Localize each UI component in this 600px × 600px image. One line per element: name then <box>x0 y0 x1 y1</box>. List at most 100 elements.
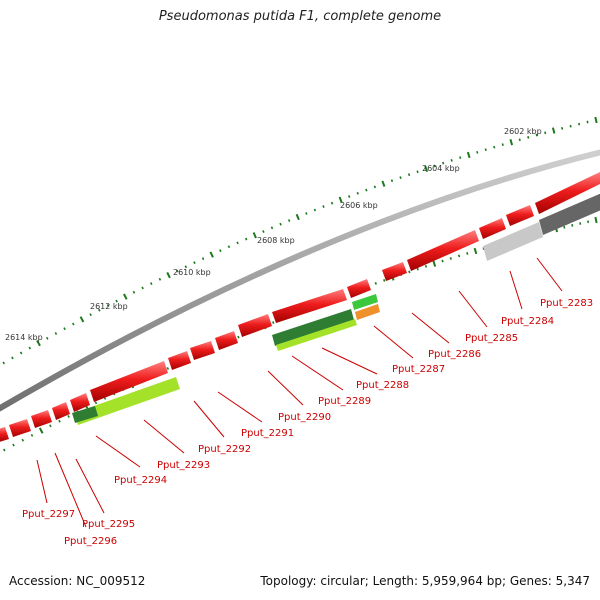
scale-tick <box>166 367 170 370</box>
gene-track <box>0 172 600 442</box>
scale-tick <box>106 304 110 308</box>
gene-arrow[interactable] <box>215 331 238 350</box>
gene-label[interactable]: Pput_2286 <box>428 349 481 360</box>
gene-label[interactable]: Pput_2296 <box>64 536 117 547</box>
feature-bar-dark-green[interactable] <box>72 406 98 423</box>
genome-summary: Topology: circular; Length: 5,959,964 bp… <box>260 574 590 588</box>
callout-line <box>411 312 450 344</box>
scale-tick <box>201 257 205 261</box>
gene-arrow[interactable] <box>190 341 215 360</box>
kbp-label: 2608 kbp <box>257 236 295 245</box>
scale-tick <box>433 164 436 168</box>
gene-label[interactable]: Pput_2287 <box>392 364 445 375</box>
scale-tick <box>407 173 411 177</box>
gene-label[interactable]: Pput_2293 <box>157 460 210 471</box>
accession-label: Accession: NC_009512 <box>9 574 146 588</box>
scale-tick <box>45 336 49 340</box>
scale-tick <box>262 230 265 233</box>
gene-arrow[interactable] <box>70 393 90 412</box>
feature-bar-light-green[interactable] <box>276 319 357 351</box>
scale-tick <box>30 433 34 437</box>
gene-arrow[interactable] <box>31 410 52 428</box>
scale-tick <box>11 356 14 360</box>
kbp-label: 2606 kbp <box>340 201 378 210</box>
scale-tick <box>373 185 377 189</box>
gene-arrow[interactable] <box>479 218 506 239</box>
gene-arrow[interactable] <box>347 279 371 298</box>
feature-bar-dark-green[interactable] <box>272 309 354 346</box>
scale-tick <box>184 265 188 269</box>
gene-label[interactable]: Pput_2297 <box>22 509 75 520</box>
scale-tick <box>12 443 15 447</box>
scale-tick <box>305 212 308 215</box>
feature-bar-green[interactable] <box>352 294 378 310</box>
gene-arrow[interactable] <box>506 205 534 226</box>
scale-tick <box>399 176 402 180</box>
gene-arrow[interactable] <box>52 402 70 420</box>
scale-tick <box>544 131 547 135</box>
scale-tick <box>408 270 411 274</box>
scale-tick <box>72 322 75 326</box>
scale-tick <box>115 299 118 303</box>
gene-label[interactable]: Pput_2292 <box>198 444 251 455</box>
scale-tick <box>466 151 471 159</box>
gene-arrow[interactable] <box>0 427 9 442</box>
scale-tick <box>441 259 444 263</box>
scale-tick <box>527 136 530 139</box>
gene-arrow[interactable] <box>9 419 31 437</box>
scale-tick <box>459 156 462 160</box>
gene-arrow[interactable] <box>168 351 191 370</box>
scale-tick <box>49 424 52 428</box>
gene-label[interactable]: Pput_2291 <box>241 428 294 439</box>
scale-tick <box>79 316 85 323</box>
scale-tick <box>2 361 6 365</box>
scale-tick <box>374 281 377 285</box>
scale-tick <box>383 279 386 282</box>
gene-label[interactable]: Pput_2284 <box>501 316 554 327</box>
scale-tick <box>166 271 171 279</box>
genome-backbone-arc <box>0 149 600 412</box>
scale-tick <box>416 170 419 174</box>
callout-line <box>54 452 87 528</box>
kbp-label: 2612 kbp <box>90 302 128 311</box>
scale-tick <box>28 346 32 350</box>
feature-bar-orange[interactable] <box>355 304 380 320</box>
gene-arrow[interactable] <box>535 172 600 214</box>
gene-label[interactable]: Pput_2283 <box>540 298 593 309</box>
scale-labels: 2602 kbp 2604 kbp 2606 kbp 2608 kbp 2610… <box>5 127 542 342</box>
gene-label[interactable]: Pput_2294 <box>114 475 167 486</box>
scale-tick <box>244 237 248 241</box>
scale-tick <box>94 401 98 405</box>
scale-tick <box>330 201 334 205</box>
gene-label[interactable]: Pput_2289 <box>318 396 371 407</box>
gene-arrow[interactable] <box>382 262 407 281</box>
scale-tick <box>279 222 282 226</box>
gene-label[interactable]: Pput_2295 <box>82 519 135 530</box>
feature-bar-dark-gray[interactable] <box>539 192 600 235</box>
gene-label[interactable]: Pput_2290 <box>278 412 331 423</box>
gene-label[interactable]: Pput_2288 <box>356 380 409 391</box>
scale-tick <box>509 139 514 146</box>
callout-line <box>217 391 263 423</box>
gene-arrow[interactable] <box>407 230 479 271</box>
scale-tick <box>338 196 343 203</box>
map-title: Pseudomonas putida F1, complete genome <box>158 9 442 24</box>
scale-tick <box>449 257 452 260</box>
scale-tick <box>571 224 574 227</box>
scale-tick <box>209 251 214 258</box>
scale-tick <box>236 241 239 245</box>
scale-tick <box>219 249 222 253</box>
gene-arrow[interactable] <box>272 289 347 323</box>
scale-tick <box>348 195 351 198</box>
scale-tick <box>237 335 240 339</box>
feature-bar-light-gray[interactable] <box>483 222 543 261</box>
callout-line <box>373 325 414 359</box>
gene-arrow[interactable] <box>90 361 168 402</box>
scale-tick <box>365 188 368 192</box>
feature-bar-light-green[interactable] <box>74 377 180 425</box>
callout-line <box>509 270 523 310</box>
gene-label[interactable]: Pput_2285 <box>465 333 518 344</box>
gene-arrow[interactable] <box>238 314 272 337</box>
scale-tick <box>3 448 6 452</box>
